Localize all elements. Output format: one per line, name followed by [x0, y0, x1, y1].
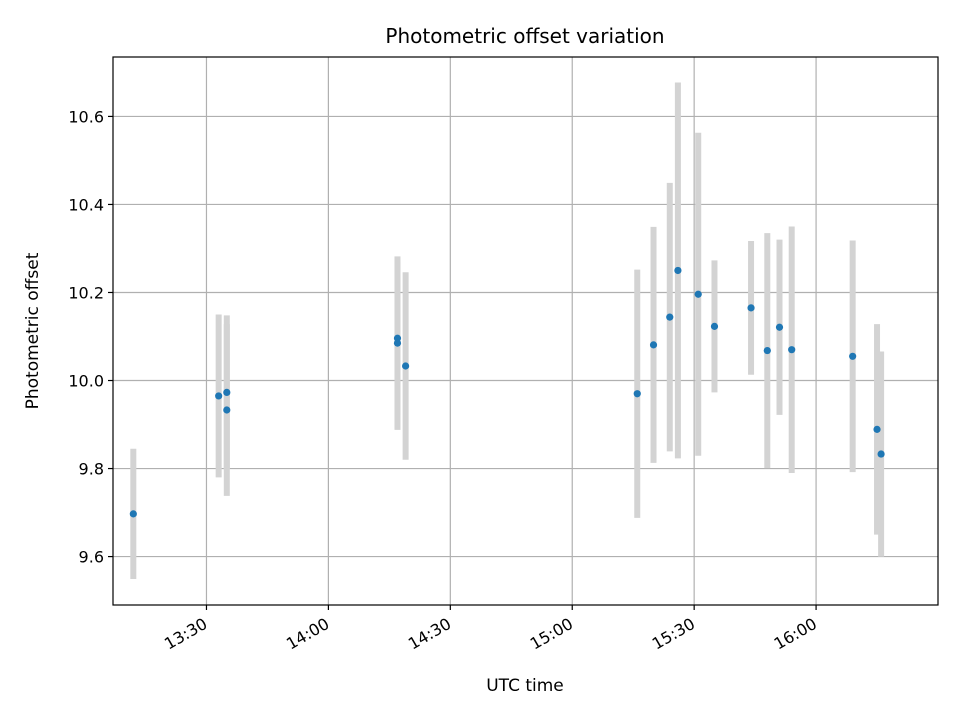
y-tick-label: 10.6: [68, 107, 104, 126]
data-point: [666, 313, 674, 321]
y-tick-label: 10.2: [68, 283, 104, 302]
data-point: [694, 290, 702, 298]
y-tick-label: 10.4: [68, 195, 104, 214]
y-tick-label: 9.8: [79, 460, 104, 479]
y-tick-label: 10.0: [68, 372, 104, 391]
data-point: [710, 322, 719, 330]
data-point: [223, 406, 231, 414]
data-point: [215, 392, 223, 400]
data-point: [129, 510, 137, 518]
y-tick-label: 9.6: [79, 548, 104, 567]
y-axis-ticks: 9.6 9.8 10.0 10.2 10.4 10.6: [68, 107, 113, 567]
data-point: [873, 425, 881, 433]
data-point: [402, 362, 410, 370]
data-point: [223, 388, 231, 397]
data-point: [877, 450, 885, 458]
data-point: [763, 346, 771, 355]
data-point: [747, 304, 755, 312]
grid: [113, 57, 938, 605]
data-point: [393, 334, 402, 342]
data-point: [849, 352, 857, 360]
data-point: [775, 323, 784, 331]
plot-frame: [112, 56, 939, 606]
data-point: [788, 346, 796, 354]
data-point: [633, 390, 641, 398]
data-point: [674, 266, 682, 275]
data-point: [649, 341, 658, 349]
y-axis-title: Photometric offset: [23, 252, 43, 409]
chart-title: Photometric offset variation: [385, 24, 664, 48]
data-points: [129, 266, 885, 518]
x-axis-title: UTC time: [486, 676, 564, 696]
